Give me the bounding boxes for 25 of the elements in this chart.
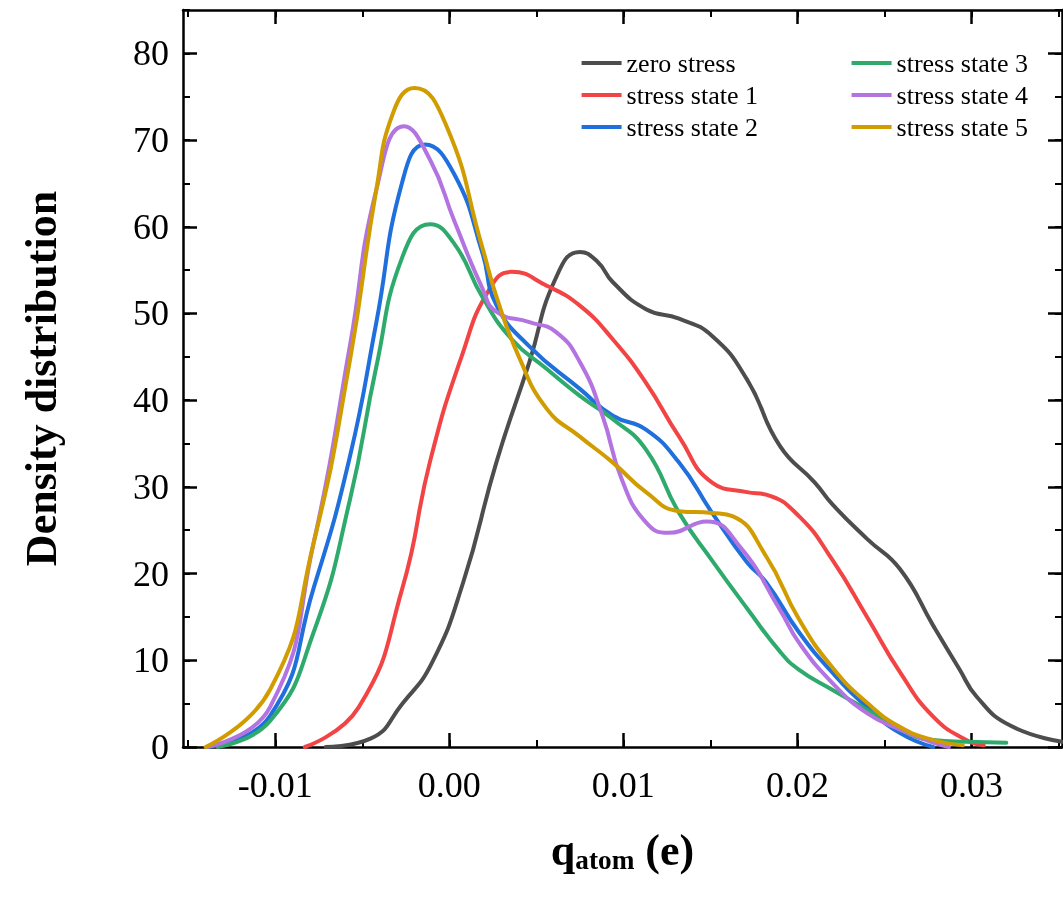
x-tick-label: 0.00 [417, 765, 481, 805]
y-tick-label: 20 [133, 553, 169, 594]
x-tick-label: 0.01 [591, 765, 655, 805]
x-tick-label: 0.03 [939, 765, 1003, 805]
y-tick-label: 50 [133, 293, 169, 334]
y-tick-label: 80 [133, 33, 169, 74]
line-series [215, 222, 1009, 749]
y-tick-label: 10 [133, 640, 169, 681]
x-tick-label: 0.02 [765, 765, 829, 805]
legend-label: stress state 5 [896, 112, 1028, 142]
line-series [302, 269, 986, 749]
y-tick-label: 30 [133, 466, 169, 507]
x-axis-title: qatom (e) [550, 825, 695, 876]
y-tick-label: 40 [133, 380, 169, 421]
y-tick-label: 70 [133, 120, 169, 161]
y-axis-title: Density distribution [16, 190, 66, 567]
y-tick-label: 0 [151, 727, 169, 767]
y-tick-label: 60 [133, 206, 169, 247]
legend-label: stress state 1 [626, 80, 758, 110]
legend-label: stress state 2 [626, 112, 758, 142]
line-series [323, 249, 1063, 749]
legend-label: stress state 4 [896, 80, 1028, 110]
x-tick-label: -0.01 [237, 765, 313, 805]
legend-label: stress state 3 [896, 48, 1028, 78]
legend-label: zero stress [626, 48, 736, 78]
